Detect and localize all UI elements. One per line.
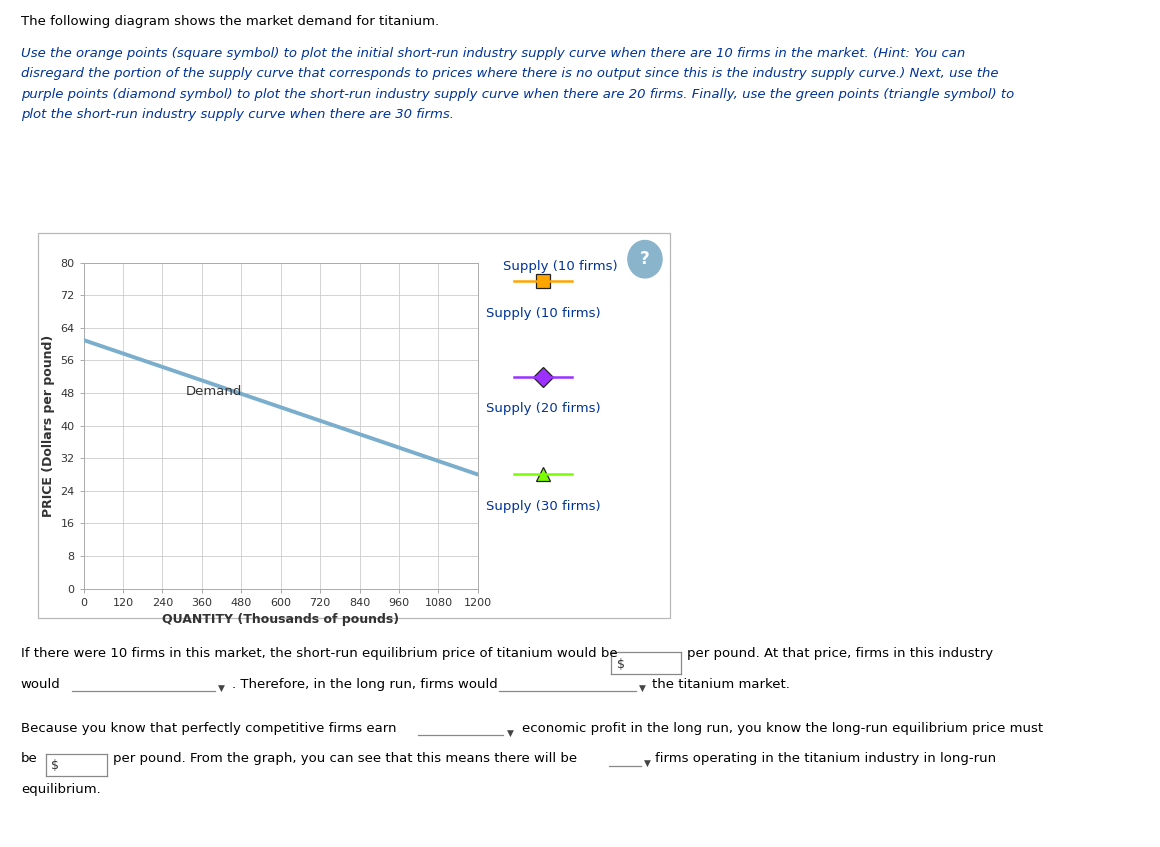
Text: Supply (10 firms): Supply (10 firms) [503,260,617,273]
Text: the titanium market.: the titanium market. [652,678,790,690]
Text: Use the orange points (square symbol) to plot the initial short-run industry sup: Use the orange points (square symbol) to… [21,47,1014,121]
Text: ▼: ▼ [639,684,646,694]
Text: equilibrium.: equilibrium. [21,783,101,795]
Text: be: be [21,752,37,765]
Text: . Therefore, in the long run, firms would: . Therefore, in the long run, firms woul… [232,678,498,690]
Text: per pound. At that price, firms in this industry: per pound. At that price, firms in this … [687,647,993,660]
Text: Supply (10 firms): Supply (10 firms) [486,307,600,319]
Text: The following diagram shows the market demand for titanium.: The following diagram shows the market d… [21,15,438,28]
Text: firms operating in the titanium industry in long-run: firms operating in the titanium industry… [655,752,996,765]
Text: $: $ [51,760,59,772]
Text: per pound. From the graph, you can see that this means there will be: per pound. From the graph, you can see t… [113,752,577,765]
Text: If there were 10 firms in this market, the short-run equilibrium price of titani: If there were 10 firms in this market, t… [21,647,617,660]
Text: Because you know that perfectly competitive firms earn: Because you know that perfectly competit… [21,722,397,734]
Text: economic profit in the long run, you know the long-run equilibrium price must: economic profit in the long run, you kno… [522,722,1043,734]
Text: Demand: Demand [186,385,241,398]
Text: Supply (30 firms): Supply (30 firms) [486,500,600,512]
Text: ?: ? [640,250,650,268]
Text: ▼: ▼ [644,759,651,768]
Text: ▼: ▼ [218,684,225,694]
Text: Supply (20 firms): Supply (20 firms) [486,402,600,415]
Text: would: would [21,678,60,690]
Text: ▼: ▼ [507,728,514,738]
Y-axis label: PRICE (Dollars per pound): PRICE (Dollars per pound) [42,335,55,517]
X-axis label: QUANTITY (Thousands of pounds): QUANTITY (Thousands of pounds) [162,613,399,626]
Circle shape [628,241,662,278]
Text: $: $ [617,658,625,671]
